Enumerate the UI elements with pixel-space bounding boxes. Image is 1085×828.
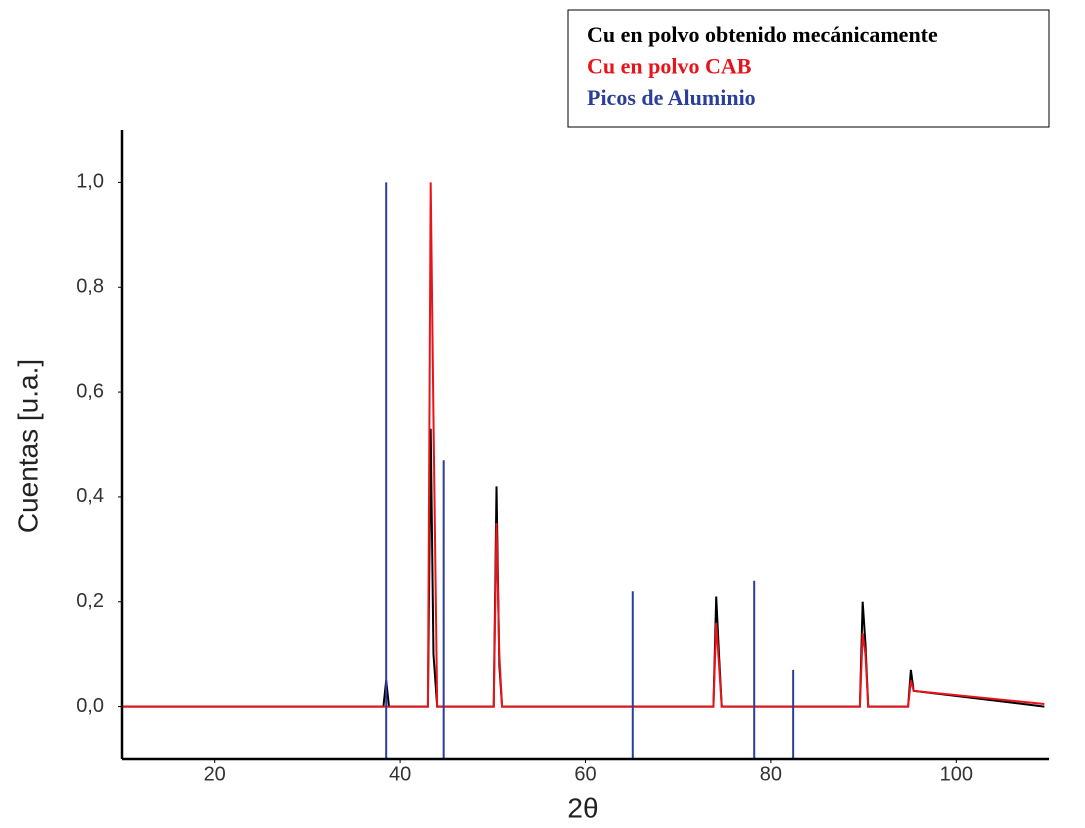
y-tick-label: 0,8 [76, 276, 104, 298]
y-tick-label: 0,6 [76, 380, 104, 402]
x-axis-label: 2θ [567, 792, 598, 823]
x-tick-label: 60 [574, 763, 596, 785]
x-tick-label: 40 [389, 763, 411, 785]
data-line [122, 428, 1045, 708]
x-tick-label: 100 [940, 763, 973, 785]
y-tick-label: 1,0 [76, 171, 104, 193]
y-axis-label: Cuentas [u.a.] [12, 359, 43, 533]
y-tick-label: 0,4 [76, 485, 104, 507]
x-tick-label: 20 [204, 763, 226, 785]
legend-entry: Cu en polvo CAB [587, 54, 752, 79]
x-tick-label: 80 [760, 763, 782, 785]
legend-entry: Cu en polvo obtenido mecánicamente [587, 22, 938, 47]
y-tick-label: 0,2 [76, 590, 104, 612]
y-tick-label: 0,0 [76, 695, 104, 717]
legend-entry: Picos de Aluminio [587, 85, 756, 110]
data-line [122, 182, 1045, 708]
legend-box [567, 9, 1050, 128]
